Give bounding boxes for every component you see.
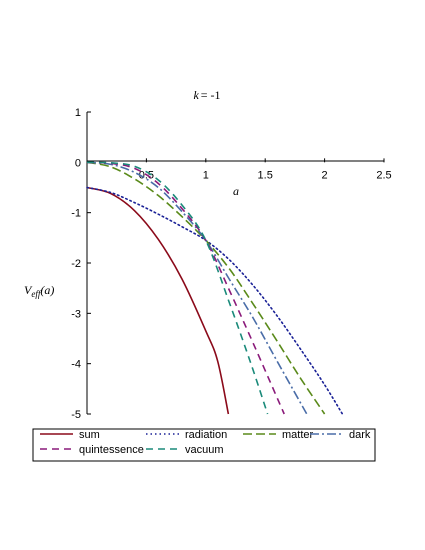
legend-items: sum radiation matter dark quintessence vacuum — [40, 429, 371, 456]
series-line-quintessence — [86, 161, 285, 415]
x-tick-label: 2.5 — [376, 169, 391, 181]
legend-label-sum: sum — [79, 429, 100, 441]
x-axis-label: a — [233, 184, 239, 198]
title-var: k — [193, 88, 199, 102]
x-tick-label: 2 — [322, 169, 328, 181]
series-group — [86, 161, 344, 415]
legend-label-dark: dark — [349, 429, 371, 441]
legend: sum radiation matter dark quintessence vacuum — [32, 428, 376, 462]
y-tick-label: -3 — [71, 308, 81, 320]
y-axis-label-sub: eff — [31, 289, 41, 299]
y-tick-label: -1 — [71, 208, 81, 220]
y-axis-label: Veff(a) — [24, 283, 54, 299]
x-tick-label: 1.5 — [258, 169, 273, 181]
y-tick-label: -4 — [71, 359, 81, 371]
chart-title: k = -1 — [193, 88, 220, 102]
title-value: = -1 — [201, 88, 221, 102]
x-tick-label: 1 — [203, 169, 209, 181]
y-tick-label: -2 — [71, 258, 81, 270]
series-line-sum — [86, 186, 230, 415]
series-line-dark — [86, 161, 308, 415]
legend-label-quintessence: quintessence — [79, 444, 144, 456]
series-line-radiation — [86, 186, 344, 415]
series-line-vacuum — [86, 161, 269, 415]
y-axis-label-arg: (a) — [40, 283, 54, 297]
legend-label-vacuum: vacuum — [185, 444, 224, 456]
y-axis-label-main: V — [24, 283, 33, 297]
legend-box — [32, 428, 376, 462]
legend-label-radiation: radiation — [185, 429, 227, 441]
y-tick-label: 0 — [75, 157, 81, 169]
axes-group — [86, 112, 384, 414]
ticks-group: 0.5 1 1.5 2 2.510-1-2-3-4-5 — [71, 107, 391, 421]
legend-label-matter: matter — [282, 429, 314, 441]
y-tick-label: 1 — [75, 107, 81, 119]
y-tick-label: -5 — [71, 409, 81, 421]
